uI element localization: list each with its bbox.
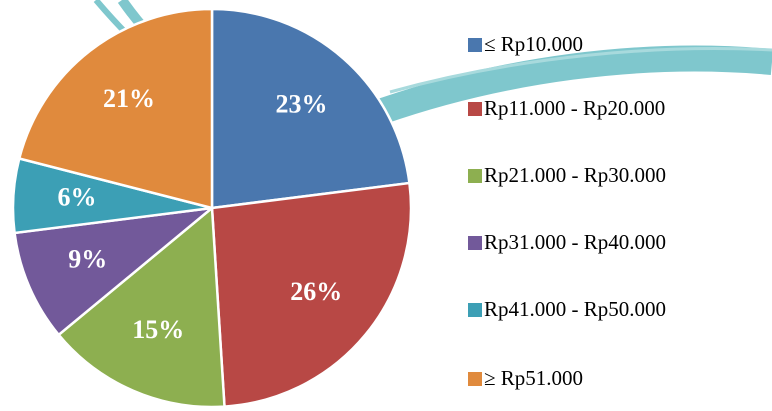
- swoosh: [389, 47, 772, 94]
- legend-swatch: [468, 372, 482, 386]
- legend-label: Rp11.000 - Rp20.000: [484, 96, 665, 120]
- data-label: 6%: [57, 182, 96, 211]
- swoosh: [375, 45, 772, 125]
- data-label: 9%: [68, 245, 107, 274]
- data-label: 26%: [290, 277, 342, 306]
- legend-label: Rp31.000 - Rp40.000: [484, 230, 666, 254]
- pie-slice: [13, 206, 217, 337]
- legend-swatch: [468, 38, 482, 52]
- pie-slice: [210, 7, 411, 210]
- legend-label: Rp41.000 - Rp50.000: [484, 297, 666, 321]
- data-label: 15%: [132, 315, 184, 344]
- legend-swatch: [468, 169, 482, 183]
- pie-slice: [210, 181, 413, 408]
- data-label: 23%: [275, 89, 327, 118]
- pie-slice: [17, 7, 214, 210]
- legend-swatch: [468, 303, 482, 317]
- legend-swatch: [468, 236, 482, 250]
- legend-label: ≥ Rp51.000: [484, 366, 583, 390]
- legend-label: Rp21.000 - Rp30.000: [484, 163, 666, 187]
- data-label: 21%: [103, 84, 155, 113]
- legend-label: ≤ Rp10.000: [484, 32, 583, 56]
- legend-swatch: [468, 102, 482, 116]
